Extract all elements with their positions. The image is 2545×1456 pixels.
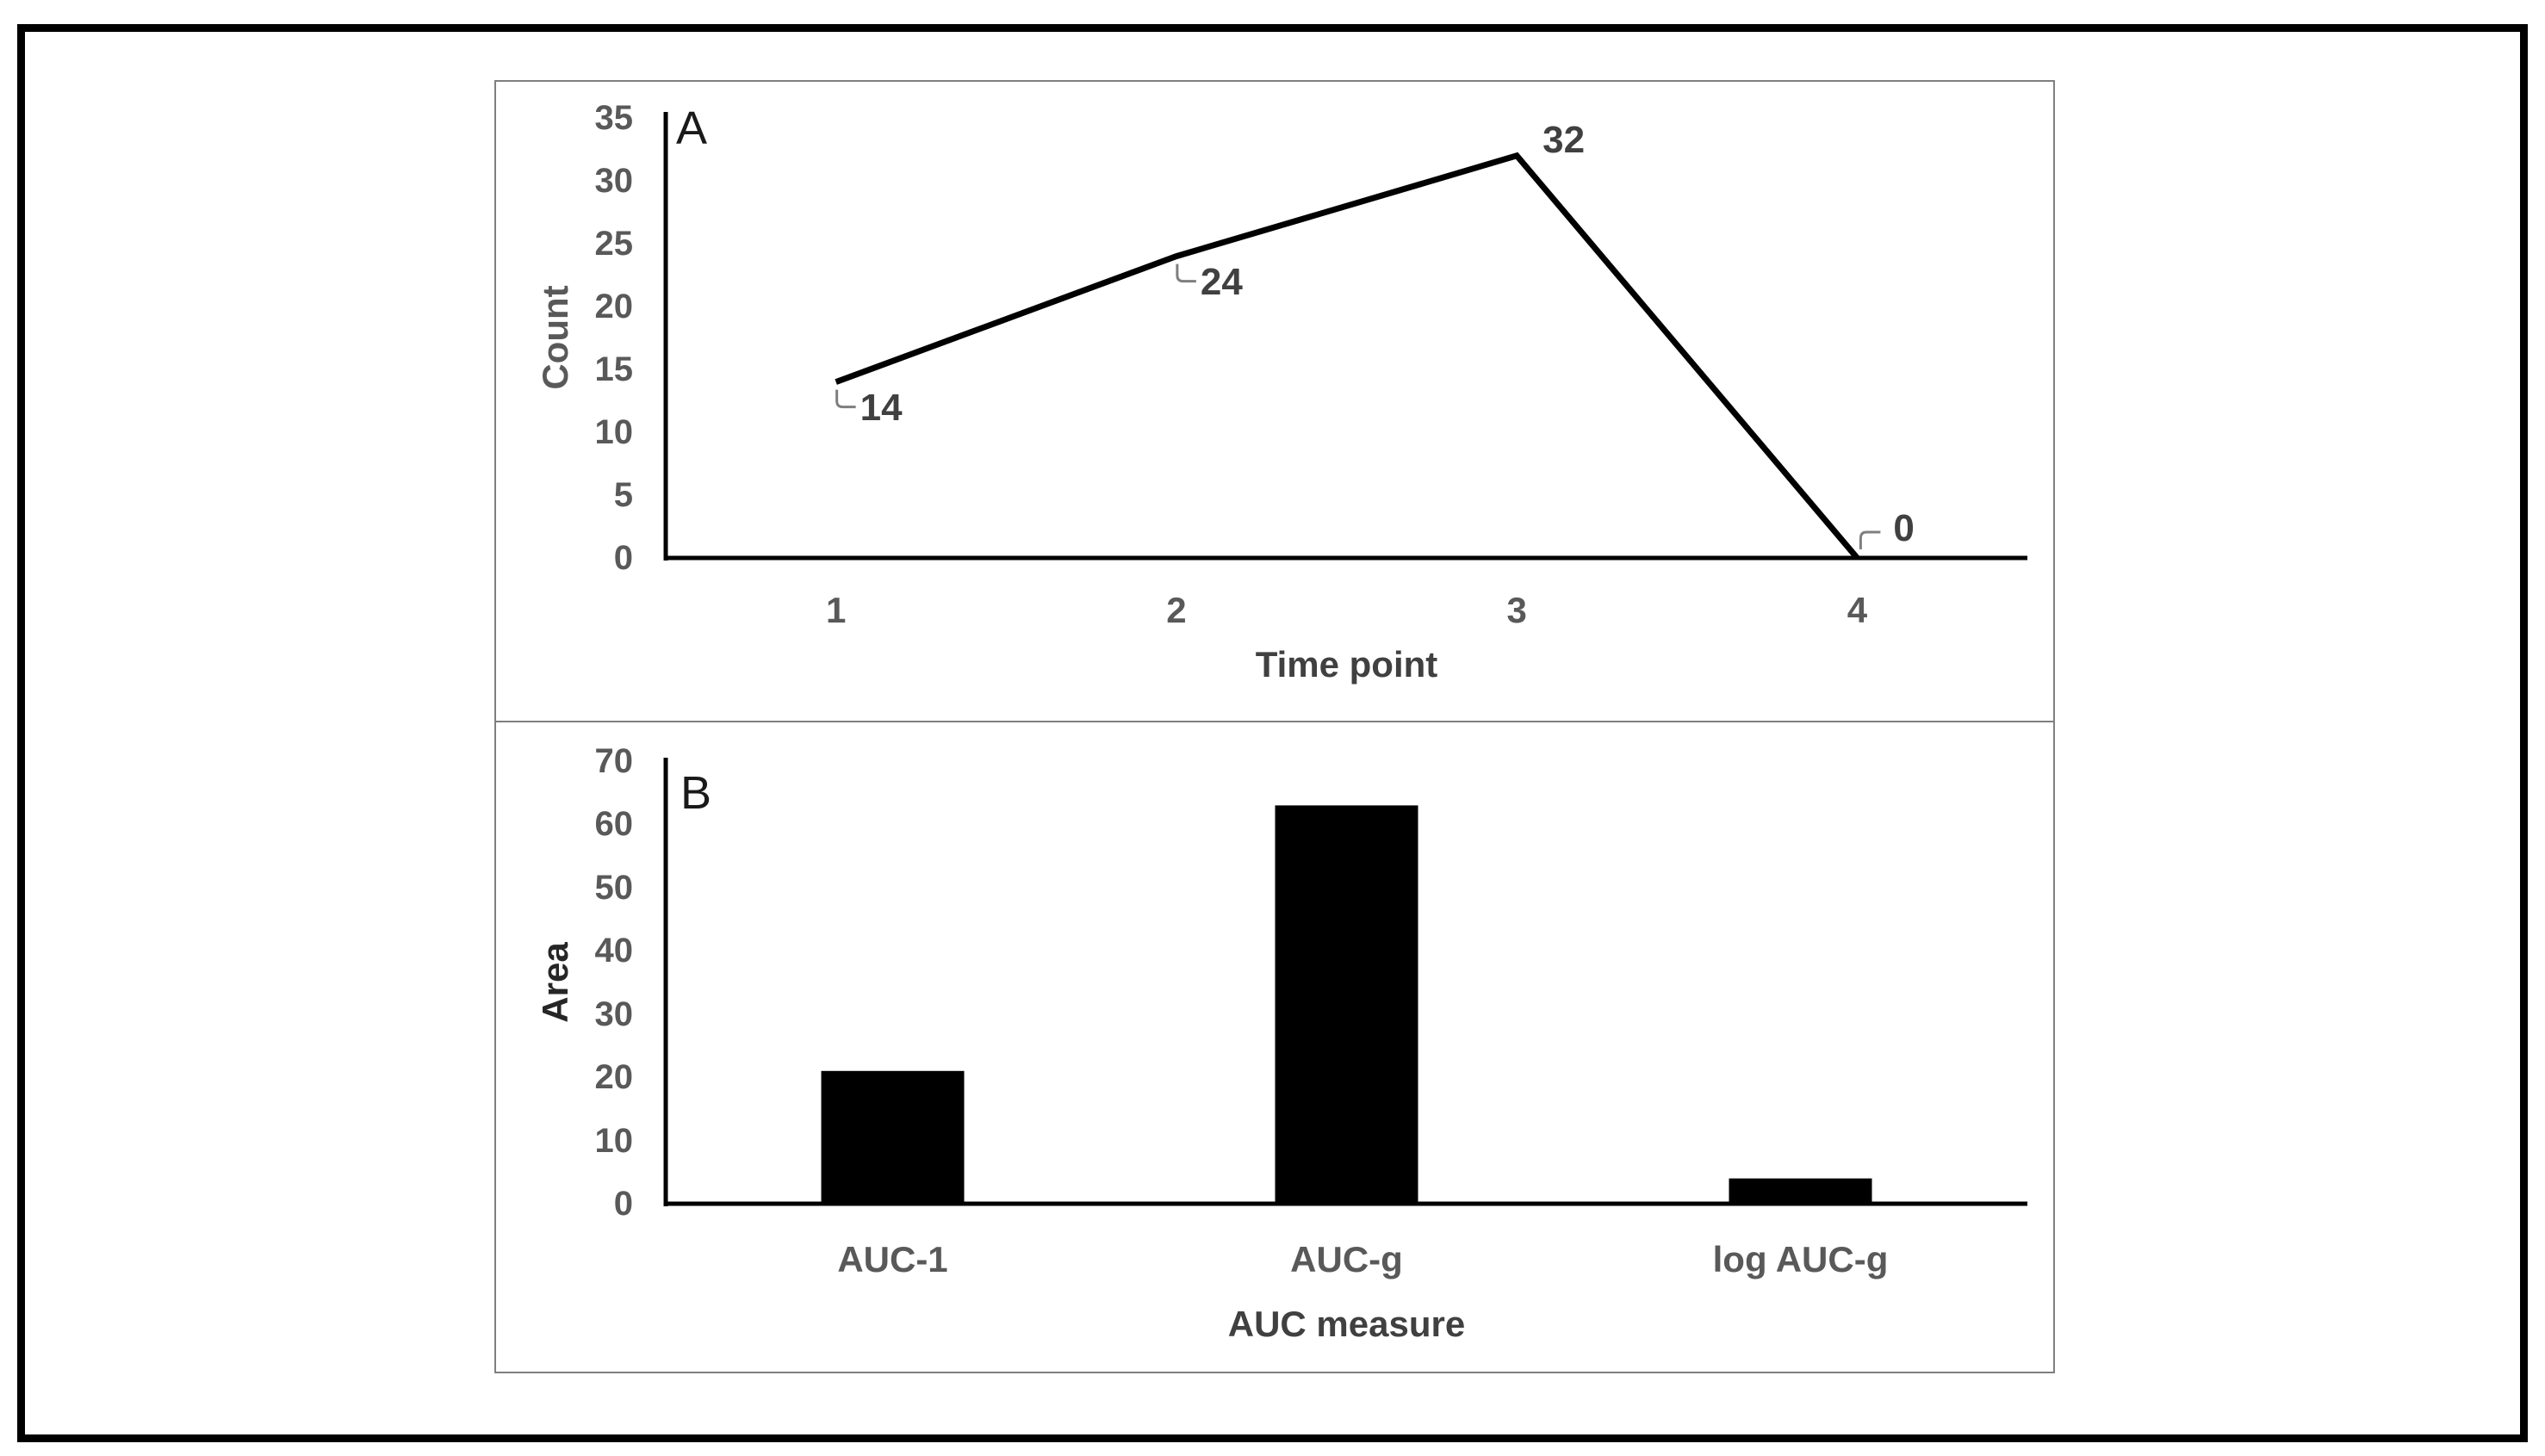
y-tick-label: 20 <box>594 288 634 325</box>
y-tick-label: 70 <box>594 742 634 780</box>
data-label-leader-line <box>1859 530 1881 549</box>
panel-a-letter: A <box>676 102 708 154</box>
data-point-label: 0 <box>1893 507 1915 549</box>
panel-a-x-axis-title: Time point <box>1255 644 1438 685</box>
y-tick-label: 50 <box>594 868 634 907</box>
panel-b-letter: B <box>680 767 712 819</box>
bar-auc-1 <box>821 1070 965 1204</box>
x-tick-label: 2 <box>1166 590 1187 630</box>
x-tick-label: log AUC-g <box>1712 1239 1889 1279</box>
data-point-label: 14 <box>860 386 903 429</box>
data-point-label: 32 <box>1543 118 1586 161</box>
bar-auc-g <box>1275 805 1418 1204</box>
y-tick-label: 30 <box>594 994 634 1033</box>
x-tick-label: AUC-g <box>1290 1239 1403 1279</box>
y-tick-label: 15 <box>594 350 634 388</box>
x-tick-label: AUC-1 <box>837 1239 948 1279</box>
data-label-leader-line <box>1176 263 1196 283</box>
y-tick-label: 35 <box>594 99 634 137</box>
y-tick-label: 25 <box>594 225 634 263</box>
panel-divider <box>495 721 2054 722</box>
y-tick-label: 40 <box>594 932 634 970</box>
data-point-label: 24 <box>1200 260 1243 303</box>
y-tick-label: 10 <box>594 1121 634 1160</box>
y-tick-label: 60 <box>594 805 634 844</box>
data-line <box>835 152 1860 561</box>
x-tick-label: 3 <box>1506 590 1527 630</box>
y-tick-label: 10 <box>594 413 634 451</box>
y-tick-label: 30 <box>594 162 634 200</box>
y-tick-label: 5 <box>613 476 633 514</box>
panel-b-x-axis-title: AUC measure <box>1227 1304 1466 1344</box>
bar-log-auc-g <box>1729 1178 1872 1204</box>
data-label-leader-line <box>835 389 856 409</box>
chart-frame <box>494 80 2055 1373</box>
x-tick-label: 1 <box>825 590 847 630</box>
y-tick-label: 20 <box>594 1058 634 1097</box>
y-tick-label: 0 <box>613 1185 633 1223</box>
x-tick-label: 4 <box>1847 590 1868 630</box>
y-tick-label: 0 <box>613 539 633 577</box>
